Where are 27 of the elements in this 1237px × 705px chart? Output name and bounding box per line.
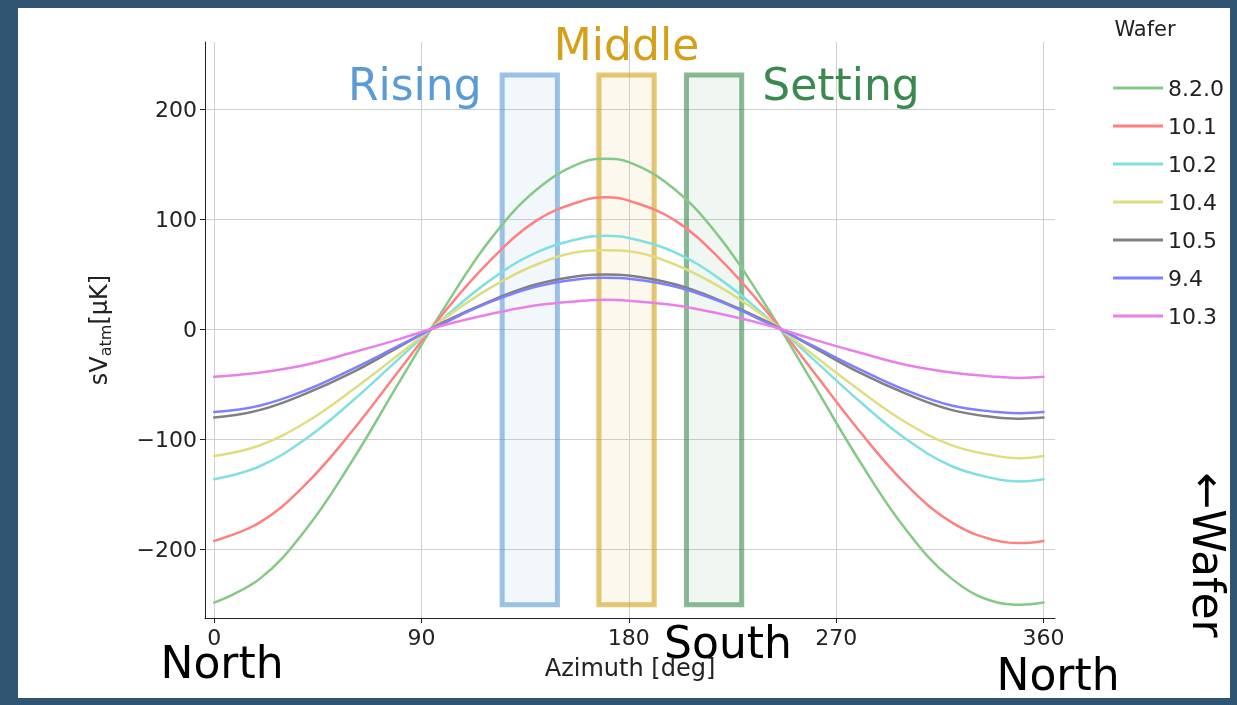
legend-label: 10.4 <box>1168 189 1218 215</box>
line-series <box>212 196 1045 545</box>
legend-title: Wafer <box>1114 16 1176 41</box>
line-series <box>212 298 1045 380</box>
x-tick-label: 0 <box>207 624 222 650</box>
y-tick-label: −100 <box>136 427 197 453</box>
legend-label: 10.1 <box>1168 113 1218 139</box>
x-tick-label: 360 <box>1022 624 1065 650</box>
x-tick-label: 180 <box>607 624 650 650</box>
y-tick-label: −200 <box>136 537 197 563</box>
legend-label: 8.2.0 <box>1168 75 1225 101</box>
band-label: Setting <box>762 59 920 111</box>
line-series <box>212 157 1045 607</box>
y-tick-label: 100 <box>155 206 197 232</box>
legend-label: 9.4 <box>1168 265 1204 291</box>
text: North <box>996 648 1120 700</box>
legend-label: 10.5 <box>1168 227 1218 253</box>
y-axis-title: sVatm[μK] <box>85 274 115 386</box>
x-tick-label: 90 <box>407 624 436 650</box>
legend-label: 10.3 <box>1168 303 1218 329</box>
x-tick-label: 270 <box>815 624 858 650</box>
y-tick-label: 0 <box>183 316 197 342</box>
band-label: Middle <box>553 19 700 71</box>
y-tick-label: 200 <box>155 96 197 122</box>
text: ←Wafer <box>1182 472 1234 639</box>
legend-label: 10.2 <box>1168 151 1218 177</box>
band-label: Rising <box>347 59 482 111</box>
